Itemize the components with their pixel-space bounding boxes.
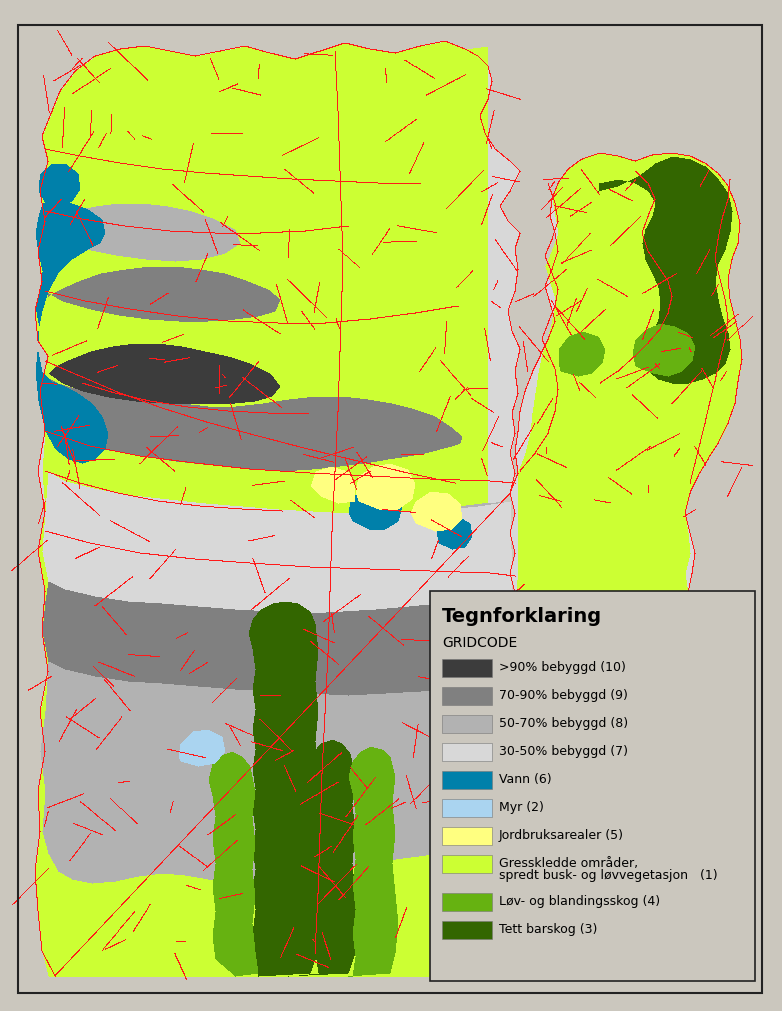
Bar [442, 743, 492, 761]
Bar [442, 855, 492, 874]
Text: Jordbruksarealer (5): Jordbruksarealer (5) [499, 828, 624, 841]
Text: 50-70% bebyggd (8): 50-70% bebyggd (8) [499, 716, 628, 729]
Bar [442, 893, 492, 911]
Bar [442, 771, 492, 790]
Bar [442, 687, 492, 706]
Text: 70-90% bebyggd (9): 70-90% bebyggd (9) [499, 688, 628, 702]
Text: Løv- og blandingsskog (4): Løv- og blandingsskog (4) [499, 894, 660, 907]
Text: >90% bebyggd (10): >90% bebyggd (10) [499, 660, 626, 673]
Bar [442, 659, 492, 677]
Bar [442, 800, 492, 817]
Bar [442, 921, 492, 939]
Text: GRIDCODE: GRIDCODE [442, 635, 517, 649]
Text: Tegnforklaring: Tegnforklaring [442, 607, 602, 626]
Text: 30-50% bebyggd (7): 30-50% bebyggd (7) [499, 744, 628, 757]
Text: spredt busk- og løvvegetasjon   (1): spredt busk- og løvvegetasjon (1) [499, 868, 718, 882]
Text: Tett barskog (3): Tett barskog (3) [499, 922, 597, 935]
Text: Myr (2): Myr (2) [499, 801, 543, 813]
Text: Vann (6): Vann (6) [499, 772, 551, 786]
Bar [442, 716, 492, 733]
Bar [442, 827, 492, 845]
Bar [430, 591, 755, 981]
Text: Gresskledde områder,: Gresskledde områder, [499, 856, 638, 869]
